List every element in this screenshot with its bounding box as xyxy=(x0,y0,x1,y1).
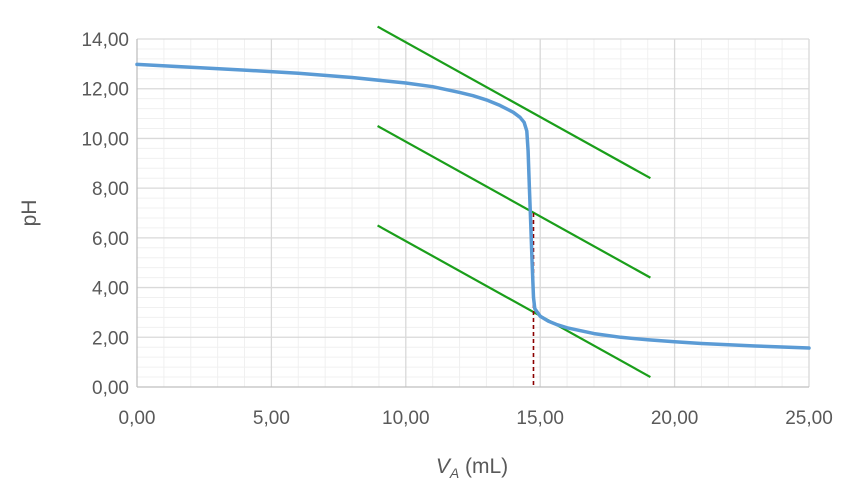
y-tick-label: 12,00 xyxy=(81,80,129,101)
x-axis-title-subscript: A xyxy=(449,465,459,481)
axes xyxy=(136,39,809,388)
tangent-line xyxy=(377,25,651,180)
y-tick-label: 2,00 xyxy=(92,328,129,349)
minor-grid xyxy=(137,39,809,387)
x-axis-title: VA (mL) xyxy=(436,455,508,481)
x-axis-title-unit: (mL) xyxy=(459,455,508,478)
x-axis-title-main: V xyxy=(436,455,452,478)
y-tick-label: 14,00 xyxy=(81,30,129,51)
major-grid xyxy=(137,38,810,387)
x-tick-label: 5,00 xyxy=(253,408,290,429)
x-tick-label: 20,00 xyxy=(651,408,699,429)
y-axis-title: pH xyxy=(18,200,41,227)
y-tick-label: 10,00 xyxy=(81,129,129,150)
y-tick-label: 4,00 xyxy=(92,279,129,300)
tangent-line xyxy=(377,224,651,379)
x-tick-label: 10,00 xyxy=(382,408,430,429)
titration-curve-layer xyxy=(135,62,811,350)
y-tick-labels: 0,00 2,00 4,00 6,00 8,00 10,00 12,00 14,00 xyxy=(81,30,129,399)
y-tick-label: 0,00 xyxy=(92,378,129,399)
x-tick-label: 0,00 xyxy=(119,408,156,429)
tangent-lines xyxy=(377,25,651,379)
tangent-line xyxy=(377,125,651,279)
titration-curve xyxy=(135,62,811,350)
y-tick-label: 8,00 xyxy=(92,179,129,200)
y-tick-label: 6,00 xyxy=(92,229,129,250)
x-tick-labels: 0,00 5,00 10,00 15,00 20,00 25,00 xyxy=(119,408,833,429)
x-tick-label: 25,00 xyxy=(785,408,833,429)
x-tick-label: 15,00 xyxy=(516,408,564,429)
